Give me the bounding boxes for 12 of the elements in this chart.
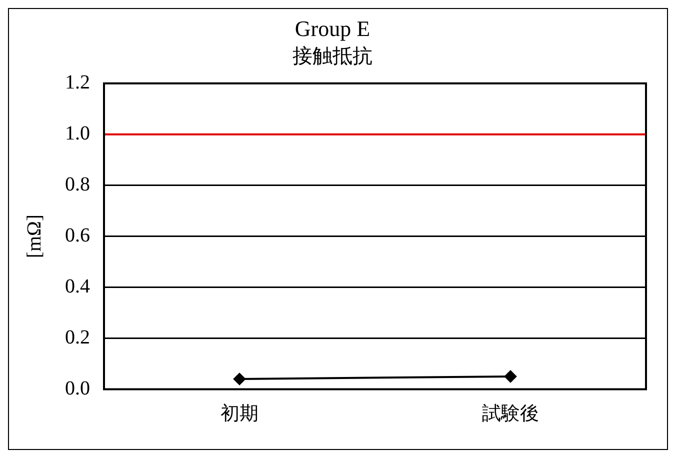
x-tick-label: 初期 xyxy=(220,402,258,425)
y-tick-label: 0.4 xyxy=(65,276,90,298)
chart-title: Group E xyxy=(294,16,370,41)
y-axis-title: [mΩ] xyxy=(23,214,46,258)
x-tick-label: 試験後 xyxy=(482,402,539,425)
y-tick-label: 0.6 xyxy=(65,224,90,247)
y-tick-label: 1.0 xyxy=(65,122,90,145)
y-tick-label: 0.2 xyxy=(65,326,90,348)
y-tick-label: 0.8 xyxy=(65,174,90,196)
y-tick-label: 1.2 xyxy=(65,72,90,94)
chart-subtitle: 接触抵抗 xyxy=(292,44,372,68)
y-tick-label: 0.0 xyxy=(65,377,90,400)
